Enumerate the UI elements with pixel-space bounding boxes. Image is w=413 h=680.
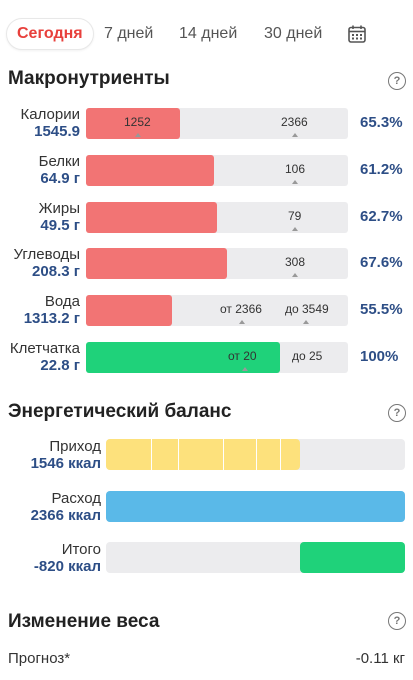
weight-help-icon[interactable]: ? <box>388 612 406 630</box>
macros-help-icon[interactable]: ? <box>388 72 406 90</box>
intake-segment-divider <box>151 439 152 470</box>
water-percent: 55.5% <box>360 301 403 318</box>
fats-target-tick <box>292 227 298 231</box>
energy-help-icon[interactable]: ? <box>388 404 406 422</box>
water-bar-fill <box>86 295 173 326</box>
fats-label: Жиры 49.5 г <box>39 200 80 234</box>
total-bar <box>106 542 405 573</box>
intake-segment-divider <box>178 439 179 470</box>
calories-name: Калории <box>20 106 80 123</box>
fats-value: 49.5 г <box>40 217 80 234</box>
calories-bar: 1252 2366 <box>86 108 348 139</box>
fats-name: Жиры <box>38 200 80 217</box>
period-tabs: Сегодня 7 дней 14 дней 30 дней <box>0 18 413 50</box>
weight-title: Изменение веса <box>8 611 160 632</box>
water-to-tick <box>303 320 309 324</box>
total-name: Итого <box>61 541 101 558</box>
calories-value: 1545.9 <box>34 123 80 140</box>
forecast-value: -0.11 кг <box>355 650 405 667</box>
protein-target-mark: 106 <box>285 162 306 176</box>
fats-target-mark: 79 <box>288 209 302 223</box>
energy-title: Энергетический баланс <box>8 401 232 422</box>
fiber-percent: 100% <box>360 348 399 365</box>
expense-bar-fill <box>106 491 405 522</box>
intake-segment-divider <box>280 439 281 470</box>
carbs-label: Углеводы 208.3 г <box>14 246 80 280</box>
fiber-range-to: до 25 <box>292 349 323 363</box>
water-bar: от 2366 до 3549 <box>86 295 348 326</box>
macros-title: Макронутриенты <box>8 68 170 89</box>
forecast-label: Прогноз* <box>8 650 71 667</box>
water-name: Вода <box>44 293 80 310</box>
calories-current-mark: 1252 <box>124 115 151 129</box>
intake-segment-divider <box>256 439 257 470</box>
fiber-from-tick <box>242 367 248 371</box>
tab-today[interactable]: Сегодня <box>6 18 94 50</box>
fats-percent: 62.7% <box>360 208 403 225</box>
carbs-bar: 308 <box>86 248 348 279</box>
calories-target-tick <box>292 133 298 137</box>
intake-bar-fill <box>106 439 301 470</box>
fiber-label: Клетчатка 22.8 г <box>10 340 80 374</box>
protein-label: Белки 64.9 г <box>39 153 80 187</box>
expense-value: 2366 ккал <box>30 507 101 524</box>
water-range-from: от 2366 <box>220 302 262 316</box>
fiber-range-from: от 20 <box>228 349 257 363</box>
calories-target-mark: 2366 <box>281 115 308 129</box>
intake-value: 1546 ккал <box>30 455 101 472</box>
fiber-name: Клетчатка <box>9 340 80 357</box>
calories-bar-fill <box>86 108 181 139</box>
expense-label: Расход 2366 ккал <box>31 490 101 524</box>
calories-current-tick <box>135 133 141 137</box>
carbs-target-mark: 308 <box>285 255 306 269</box>
fats-bar: 79 <box>86 202 348 233</box>
tab-7-days[interactable]: 7 дней <box>104 25 154 42</box>
water-value: 1313.2 г <box>23 310 80 327</box>
carbs-target-tick <box>292 273 298 277</box>
protein-percent: 61.2% <box>360 161 403 178</box>
fiber-value: 22.8 г <box>40 357 80 374</box>
tab-14-days[interactable]: 14 дней <box>179 25 238 42</box>
calories-label: Калории 1545.9 <box>21 106 80 140</box>
protein-bar-fill <box>86 155 215 186</box>
calories-percent: 65.3% <box>360 114 403 131</box>
water-range-to: до 3549 <box>285 302 329 316</box>
protein-target-tick <box>292 180 298 184</box>
carbs-value: 208.3 г <box>32 263 80 280</box>
protein-bar: 106 <box>86 155 348 186</box>
intake-bar <box>106 439 405 470</box>
tab-30-days[interactable]: 30 дней <box>264 25 323 42</box>
intake-segment-divider <box>223 439 224 470</box>
protein-name: Белки <box>38 153 80 170</box>
intake-name: Приход <box>49 438 101 455</box>
total-value: -820 ккал <box>33 558 101 575</box>
expense-bar <box>106 491 405 522</box>
carbs-percent: 67.6% <box>360 254 403 271</box>
fats-bar-fill <box>86 202 217 233</box>
fiber-bar: от 20 до 25 <box>86 342 348 373</box>
expense-name: Расход <box>51 490 101 507</box>
carbs-bar-fill <box>86 248 228 279</box>
total-label: Итого -820 ккал <box>34 541 101 575</box>
protein-value: 64.9 г <box>40 170 80 187</box>
calendar-icon[interactable] <box>347 24 367 44</box>
carbs-name: Углеводы <box>13 246 80 263</box>
water-label: Вода 1313.2 г <box>24 293 80 327</box>
intake-label: Приход 1546 ккал <box>31 438 101 472</box>
total-bar-fill <box>300 542 405 573</box>
water-from-tick <box>239 320 245 324</box>
